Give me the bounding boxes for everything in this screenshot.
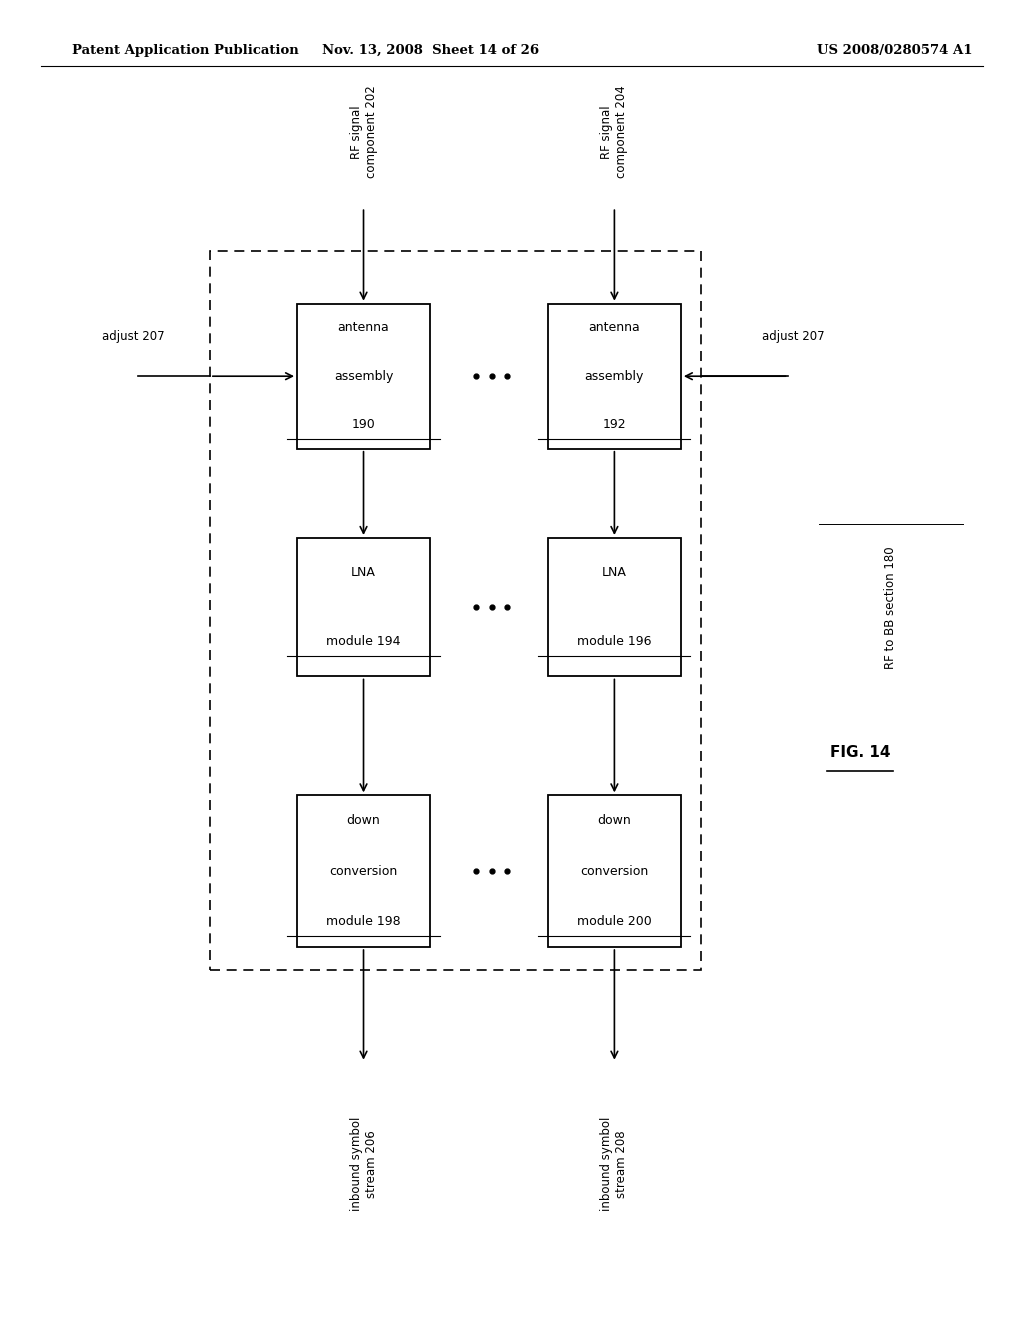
- Bar: [210, 251, 701, 970]
- Text: RF signal
component 204: RF signal component 204: [600, 86, 629, 178]
- Text: assembly: assembly: [334, 370, 393, 383]
- Bar: [297, 304, 430, 449]
- Text: down: down: [598, 814, 631, 828]
- Text: FIG. 14: FIG. 14: [829, 744, 891, 760]
- Bar: [548, 537, 681, 676]
- Bar: [548, 304, 681, 449]
- Text: antenna: antenna: [589, 321, 640, 334]
- Text: inbound symbol
stream 208: inbound symbol stream 208: [600, 1117, 629, 1212]
- Text: conversion: conversion: [330, 865, 397, 878]
- Text: module 196: module 196: [578, 635, 651, 648]
- Text: assembly: assembly: [585, 370, 644, 383]
- Text: US 2008/0280574 A1: US 2008/0280574 A1: [817, 44, 973, 57]
- Text: RF signal
component 202: RF signal component 202: [349, 86, 378, 178]
- Text: RF to BB section 180: RF to BB section 180: [885, 546, 897, 668]
- Text: Nov. 13, 2008  Sheet 14 of 26: Nov. 13, 2008 Sheet 14 of 26: [322, 44, 539, 57]
- Text: down: down: [347, 814, 380, 828]
- Text: adjust 207: adjust 207: [762, 330, 824, 343]
- Text: antenna: antenna: [338, 321, 389, 334]
- Text: module 194: module 194: [327, 635, 400, 648]
- Bar: [548, 795, 681, 948]
- Text: module 200: module 200: [578, 915, 651, 928]
- Bar: [297, 795, 430, 948]
- Text: module 198: module 198: [327, 915, 400, 928]
- Text: 190: 190: [351, 418, 376, 432]
- Text: 192: 192: [602, 418, 627, 432]
- Text: conversion: conversion: [581, 865, 648, 878]
- Text: adjust 207: adjust 207: [102, 330, 165, 343]
- Text: Patent Application Publication: Patent Application Publication: [72, 44, 298, 57]
- Text: LNA: LNA: [351, 566, 376, 579]
- Text: LNA: LNA: [602, 566, 627, 579]
- Bar: [297, 537, 430, 676]
- Text: inbound symbol
stream 206: inbound symbol stream 206: [349, 1117, 378, 1212]
